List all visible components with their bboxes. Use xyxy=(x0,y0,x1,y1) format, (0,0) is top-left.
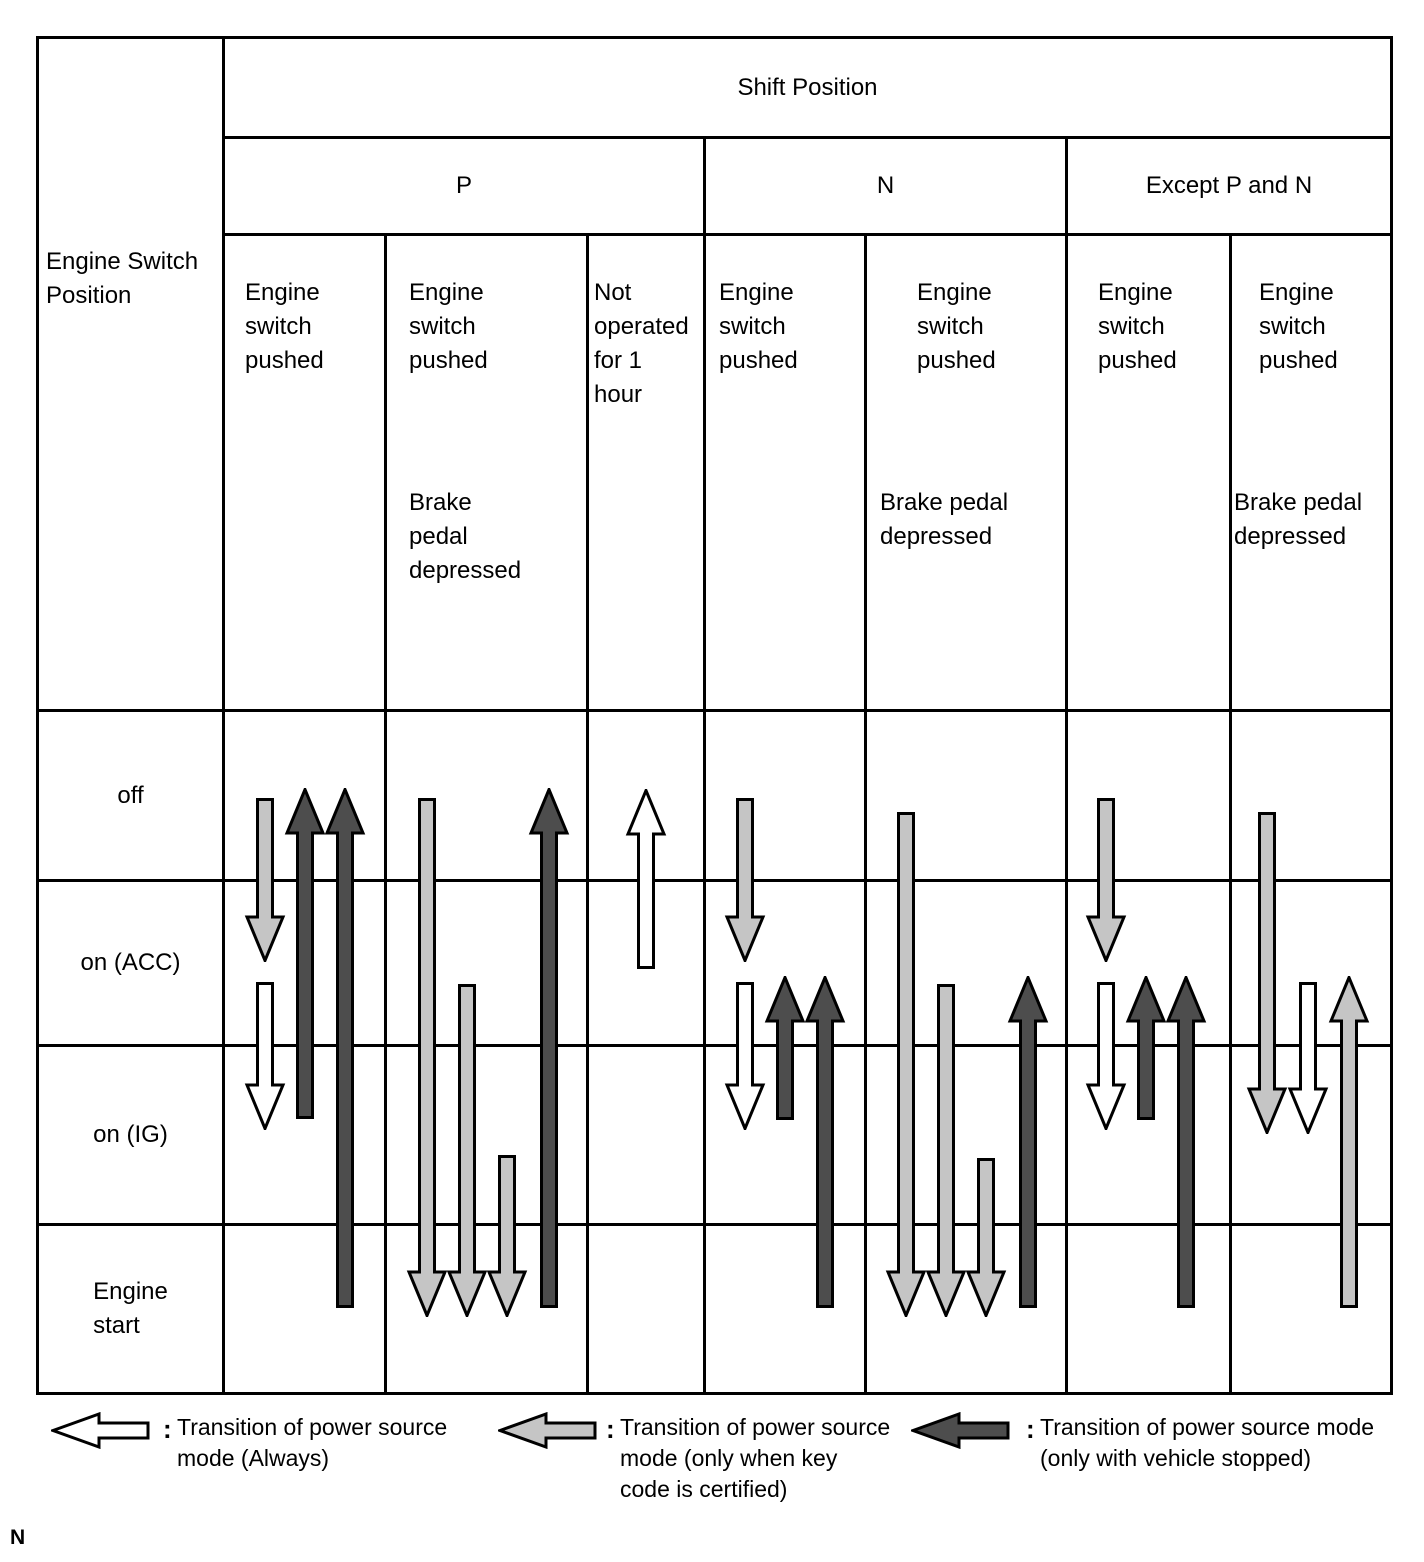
column-header-text: Engine switch pushed xyxy=(917,279,996,374)
column-header-text: Engine switch pushed xyxy=(1259,279,1338,374)
column-header-p-not-operated-1-hour: Not operated for 1 hour xyxy=(589,236,706,712)
group-header-except-p-and-n: Except P and N xyxy=(1068,139,1390,236)
column-header-except-pushed-brake-depressed: Engine switch pushed Brake pedal depress… xyxy=(1232,236,1390,712)
data-cell xyxy=(387,712,589,882)
row-label-engine-start: Engine start xyxy=(39,1226,225,1392)
column-header-text: Brake pedal depressed xyxy=(1234,489,1363,550)
data-cell xyxy=(387,882,589,1047)
data-cell xyxy=(1068,882,1232,1047)
dark-gray-left-arrow-icon xyxy=(908,1411,1011,1457)
data-cell xyxy=(1232,1047,1390,1226)
data-cell xyxy=(589,1226,706,1392)
shift-position-label: Shift Position xyxy=(737,73,878,101)
data-cell xyxy=(1068,1047,1232,1226)
column-header-n-engine-switch-pushed: Engine switch pushed xyxy=(706,236,867,712)
column-header-text: Engine switch pushed xyxy=(409,279,488,374)
row-label-off: off xyxy=(39,712,225,882)
group-header-p: P xyxy=(225,139,706,236)
data-cell xyxy=(1068,712,1232,882)
row-label-on-acc: on (ACC) xyxy=(39,882,225,1047)
transition-table: Engine Switch Position Shift Position P … xyxy=(36,36,1393,1395)
column-header-text: Engine switch pushed xyxy=(719,279,798,374)
data-cell xyxy=(589,882,706,1047)
data-cell xyxy=(225,712,387,882)
data-cell xyxy=(867,1226,1068,1392)
data-cell xyxy=(387,1226,589,1392)
group-p-label: P xyxy=(455,172,472,199)
column-header-n-pushed-brake-depressed: Engine switch pushed Brake pedal depress… xyxy=(867,236,1068,712)
shift-position-header-cell: Shift Position xyxy=(225,39,1390,139)
data-cell xyxy=(706,1226,867,1392)
legend-colon: : xyxy=(1026,1414,1035,1444)
white-left-arrow-icon xyxy=(48,1411,151,1457)
data-cell xyxy=(867,712,1068,882)
column-header-text: Engine switch pushed xyxy=(1098,279,1177,374)
data-cell xyxy=(1232,882,1390,1047)
data-cell xyxy=(387,1047,589,1226)
column-header-text: Brake pedal depressed xyxy=(409,489,522,584)
legend-label-always: Transition of power source mode (Always) xyxy=(177,1414,448,1471)
data-cell xyxy=(706,882,867,1047)
data-cell xyxy=(225,1047,387,1226)
column-header-text: Brake pedal depressed xyxy=(880,489,1009,550)
legend-colon: : xyxy=(163,1414,172,1444)
engine-switch-position-label: Engine Switch Position xyxy=(46,248,199,309)
data-cell xyxy=(1232,712,1390,882)
data-cell xyxy=(867,1047,1068,1226)
data-cell xyxy=(1068,1226,1232,1392)
data-cell xyxy=(706,712,867,882)
legend-label-vehicle-stopped: Transition of power source mode (only wi… xyxy=(1040,1414,1375,1471)
data-cell xyxy=(589,712,706,882)
row-label-on-ig: on (IG) xyxy=(39,1047,225,1226)
legend-colon: : xyxy=(606,1414,615,1444)
column-header-text: Not operated for 1 hour xyxy=(594,279,689,408)
data-cell xyxy=(225,882,387,1047)
page-corner-letter: N xyxy=(10,1526,26,1549)
data-cell xyxy=(589,1047,706,1226)
data-cell xyxy=(706,1047,867,1226)
group-header-n: N xyxy=(706,139,1068,236)
group-except-label: Except P and N xyxy=(1145,172,1313,199)
data-cell xyxy=(1232,1226,1390,1392)
column-header-text: Engine switch pushed xyxy=(245,279,324,374)
group-n-label: N xyxy=(876,172,895,199)
data-cell xyxy=(867,882,1068,1047)
gray-left-arrow-icon xyxy=(495,1411,598,1457)
corner-cell-engine-switch-position: Engine Switch Position xyxy=(39,39,225,712)
column-header-p-pushed-brake-depressed: Engine switch pushed Brake pedal depress… xyxy=(387,236,589,712)
data-cell xyxy=(225,1226,387,1392)
legend-label-key-certified: Transition of power source mode (only wh… xyxy=(620,1414,891,1502)
column-header-except-engine-switch-pushed: Engine switch pushed xyxy=(1068,236,1232,712)
column-header-p-engine-switch-pushed: Engine switch pushed xyxy=(225,236,387,712)
